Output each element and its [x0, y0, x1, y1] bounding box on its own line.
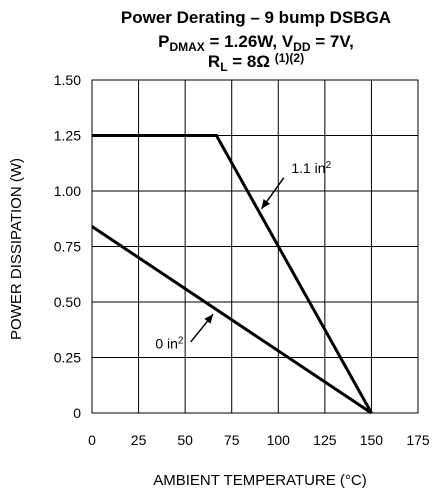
y-tick-label: 0 — [73, 405, 81, 421]
x-tick-label: 125 — [313, 432, 337, 448]
chart-title-line3: RL = 8Ω (1)(2) — [208, 51, 304, 74]
x-tick-label: 175 — [406, 432, 430, 448]
plot-area-frame — [91, 79, 419, 414]
y-tick-label: 0.50 — [54, 294, 81, 310]
series-label-1: 0 in2 — [155, 336, 184, 352]
series-line-1 — [91, 225, 373, 415]
y-tick-label: 1.25 — [54, 128, 81, 144]
x-tick-label: 25 — [131, 432, 147, 448]
x-tick-label: 100 — [267, 432, 291, 448]
series-label-0: 1.1 in2 — [291, 160, 331, 176]
chart-title-line1: Power Derating – 9 bump DSBGA — [121, 8, 391, 27]
series-layer — [91, 134, 373, 415]
y-tick-label: 0.75 — [54, 239, 81, 255]
y-tick-label: 0.25 — [54, 350, 81, 366]
x-tick-label: 75 — [224, 432, 240, 448]
x-tick-label: 50 — [177, 432, 193, 448]
x-tick-label: 0 — [88, 432, 96, 448]
x-tick-label: 150 — [360, 432, 384, 448]
y-tick-label: 1.50 — [54, 72, 81, 88]
x-tick-labels: 0 25 50 75 100 125 150 175 — [88, 432, 430, 448]
annotation-arrowhead-0 — [261, 199, 271, 209]
chart-title-line2: PDMAX = 1.26W, VDD = 7V, — [158, 32, 354, 54]
series-line-0 — [92, 134, 373, 414]
y-axis-label: POWER DISSIPATION (W) — [8, 158, 25, 340]
annotation-arrowhead-1 — [204, 314, 214, 324]
annotation-layer: 1.1 in2 0 in2 — [155, 160, 331, 351]
grid-lines — [91, 79, 419, 414]
y-tick-labels: 0 0.25 0.50 0.75 1.00 1.25 1.50 — [54, 72, 81, 421]
y-tick-label: 1.00 — [54, 183, 81, 199]
x-axis-label: AMBIENT TEMPERATURE (°C) — [153, 472, 367, 489]
